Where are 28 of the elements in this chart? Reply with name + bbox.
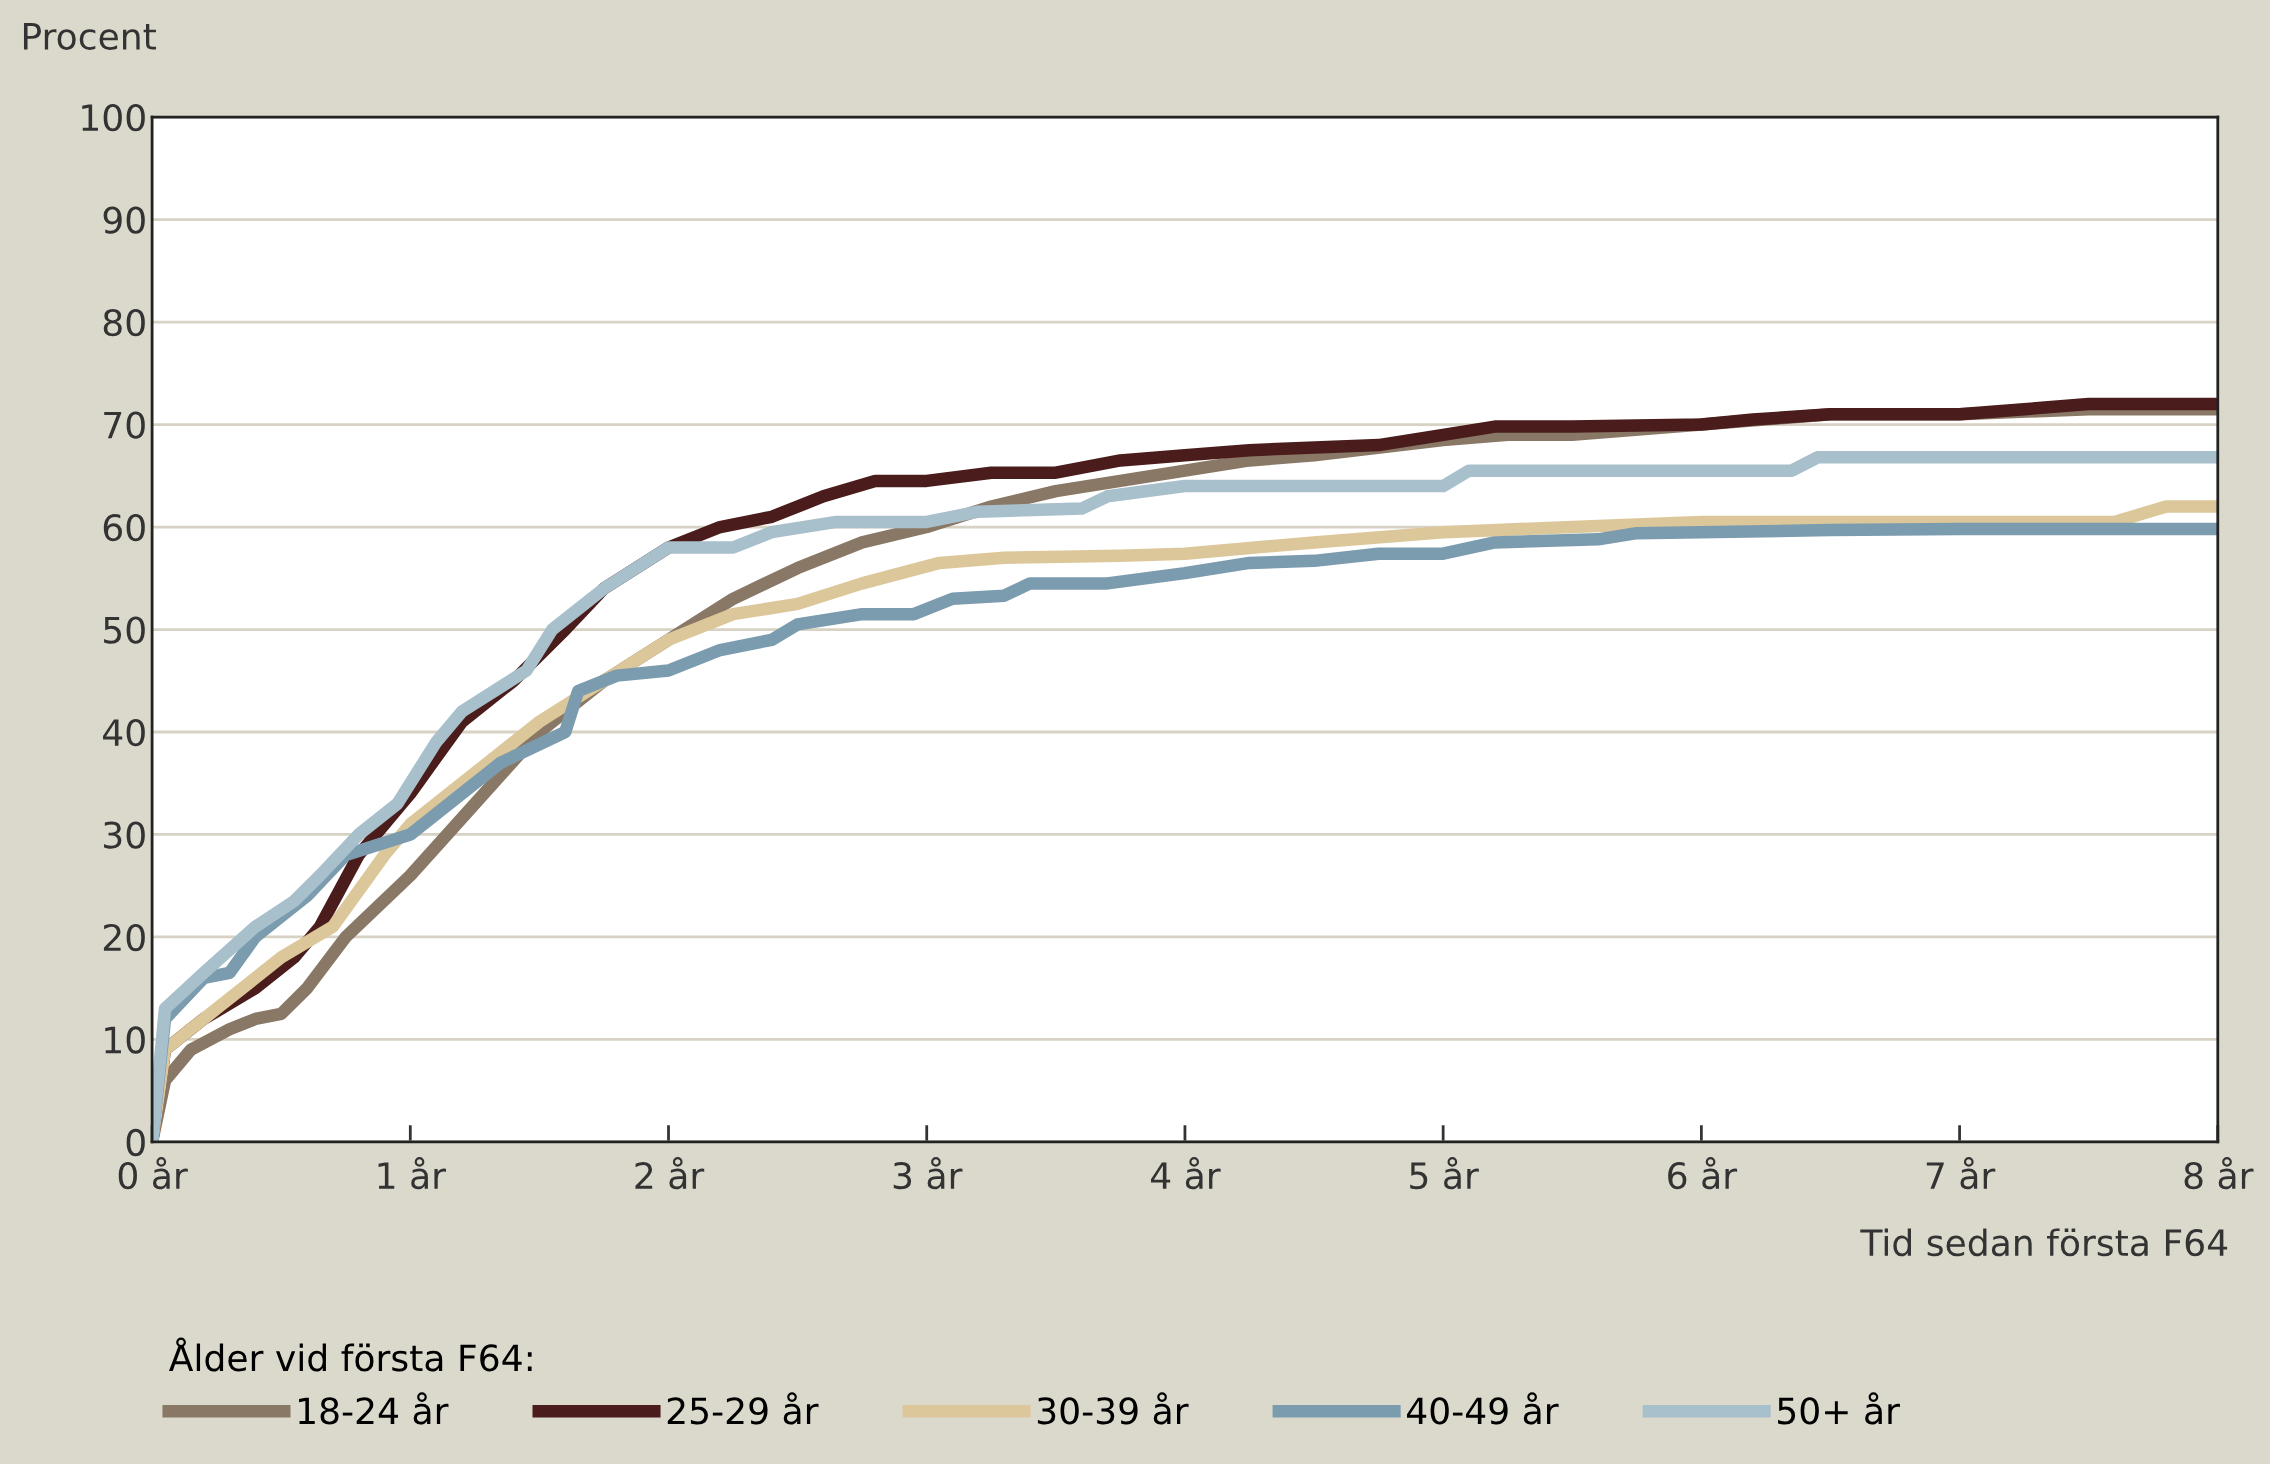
x-tick-label: 0 år [118,1157,188,1190]
legend-label: 50+ år [1778,1392,1900,1425]
legend-label: 30-39 år [1037,1392,1189,1425]
y-tick-label: 60 [103,513,145,542]
legend-label: 25-29 år [667,1392,819,1425]
y-tick-label: 70 [104,411,145,439]
x-tick-label: 2 år [635,1157,705,1190]
y-tick-label: 20 [103,923,145,952]
y-tick-label: 30 [104,821,145,849]
x-tick-label: 5 år [1410,1157,1479,1190]
y-tick-label: 10 [105,1026,145,1054]
x-tick-label: 3 år [893,1157,963,1190]
y-tick-label: 50 [104,616,145,644]
y-tick-label: 40 [103,718,145,747]
legend-title: Ålder vid första F64: [168,1337,532,1372]
x-tick-label: 1 år [378,1157,447,1190]
y-tick-label: 90 [103,206,145,234]
x-tick-label: 7 år [1926,1157,1996,1190]
x-tick-label: 4 år [1150,1157,1221,1190]
legend-label: 18-24 år [299,1392,449,1425]
y-axis-title: Procent [23,23,156,50]
y-tick-label: 80 [103,309,145,337]
y-tick-label: 100 [82,104,145,132]
y-tick-label: 0 [126,1128,145,1157]
legend-label: 40-49 år [1407,1392,1559,1425]
x-axis-title: Tid sedan första F64 [1860,1228,2228,1257]
x-tick-label: 8 år [2184,1157,2254,1190]
x-tick-label: 6 år [1668,1157,1738,1190]
